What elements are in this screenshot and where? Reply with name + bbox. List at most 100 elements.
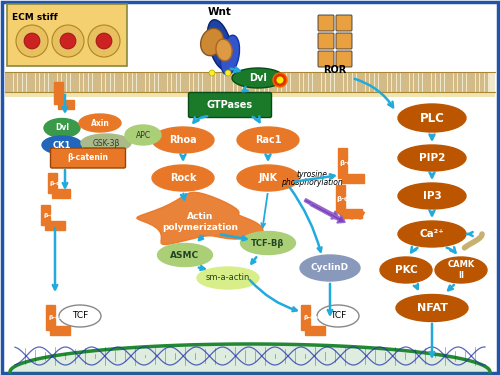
FancyBboxPatch shape (336, 15, 352, 31)
Bar (203, 72, 206, 92)
Bar (71, 72, 74, 92)
Bar (476, 72, 480, 92)
Bar (410, 72, 414, 92)
Text: APC: APC (136, 130, 150, 140)
Bar (296, 72, 299, 92)
FancyArrow shape (46, 305, 54, 330)
Text: β-catenin: β-catenin (44, 213, 76, 217)
Bar (472, 72, 475, 92)
Bar (352, 72, 356, 92)
Ellipse shape (398, 183, 466, 209)
Bar (247, 72, 250, 92)
Text: tyrosine: tyrosine (296, 170, 328, 179)
Circle shape (273, 73, 287, 87)
Bar (362, 72, 365, 92)
Bar (181, 72, 184, 92)
Circle shape (24, 33, 40, 49)
FancyBboxPatch shape (188, 93, 272, 117)
FancyBboxPatch shape (318, 15, 334, 31)
Bar (392, 72, 396, 92)
Ellipse shape (398, 221, 466, 247)
Text: TCF-Bβ: TCF-Bβ (252, 238, 284, 248)
Bar (440, 72, 444, 92)
Ellipse shape (216, 39, 232, 61)
Bar (260, 72, 264, 92)
FancyBboxPatch shape (336, 33, 352, 49)
Text: β-catenin: β-catenin (339, 160, 377, 166)
FancyArrow shape (310, 202, 345, 223)
FancyArrow shape (304, 199, 339, 219)
Bar (396, 72, 400, 92)
Bar (220, 72, 224, 92)
Bar (428, 72, 431, 92)
Bar (344, 72, 348, 92)
FancyArrow shape (40, 205, 50, 225)
Bar (18, 72, 22, 92)
Ellipse shape (197, 267, 259, 289)
Bar (186, 72, 189, 92)
Bar (264, 72, 268, 92)
Bar (176, 72, 180, 92)
Ellipse shape (152, 127, 214, 153)
Text: JNK: JNK (258, 173, 278, 183)
FancyArrow shape (336, 185, 344, 213)
Ellipse shape (44, 118, 80, 138)
FancyArrow shape (342, 174, 364, 183)
Bar (76, 72, 79, 92)
Bar (54, 72, 57, 92)
Text: GSK-3β: GSK-3β (92, 138, 120, 147)
Circle shape (276, 76, 283, 84)
Bar (269, 72, 272, 92)
Text: phosphorylation: phosphorylation (281, 178, 343, 187)
Text: Rock: Rock (170, 173, 196, 183)
Text: Rac1: Rac1 (255, 135, 281, 145)
Text: Axin: Axin (90, 118, 110, 128)
Text: ECM stiff: ECM stiff (12, 13, 58, 22)
Text: β-catenin: β-catenin (48, 315, 82, 321)
Bar (80, 72, 84, 92)
Bar (388, 72, 392, 92)
Bar (216, 72, 220, 92)
FancyArrow shape (48, 173, 56, 193)
Bar (282, 72, 286, 92)
Ellipse shape (398, 104, 466, 132)
Bar (132, 72, 136, 92)
Bar (110, 72, 114, 92)
Text: CAMK
II: CAMK II (448, 260, 474, 280)
Bar (66, 72, 70, 92)
FancyArrow shape (54, 82, 62, 104)
Bar (322, 72, 326, 92)
Circle shape (88, 25, 120, 57)
Bar (98, 72, 101, 92)
Bar (445, 72, 448, 92)
FancyBboxPatch shape (318, 33, 334, 49)
Circle shape (52, 25, 84, 57)
Bar (436, 72, 440, 92)
Bar (168, 72, 172, 92)
Text: PIP2: PIP2 (419, 153, 445, 163)
Bar (274, 72, 277, 92)
Text: PKC: PKC (394, 265, 417, 275)
Bar (252, 72, 255, 92)
Text: Rhoa: Rhoa (169, 135, 197, 145)
Bar (401, 72, 404, 92)
Text: Actin
polymerization: Actin polymerization (162, 212, 238, 232)
Bar (462, 72, 466, 92)
Bar (256, 72, 260, 92)
Bar (150, 72, 154, 92)
Bar (212, 72, 216, 92)
Bar (467, 72, 470, 92)
Bar (304, 72, 308, 92)
Ellipse shape (317, 305, 359, 327)
Ellipse shape (42, 136, 82, 154)
Bar (484, 72, 488, 92)
Bar (278, 72, 281, 92)
Bar (348, 72, 352, 92)
Bar (27, 72, 30, 92)
Text: sm-a-actin: sm-a-actin (206, 273, 250, 282)
Circle shape (60, 33, 76, 49)
Bar (308, 72, 312, 92)
Bar (313, 72, 316, 92)
Bar (115, 72, 118, 92)
Ellipse shape (79, 114, 121, 132)
